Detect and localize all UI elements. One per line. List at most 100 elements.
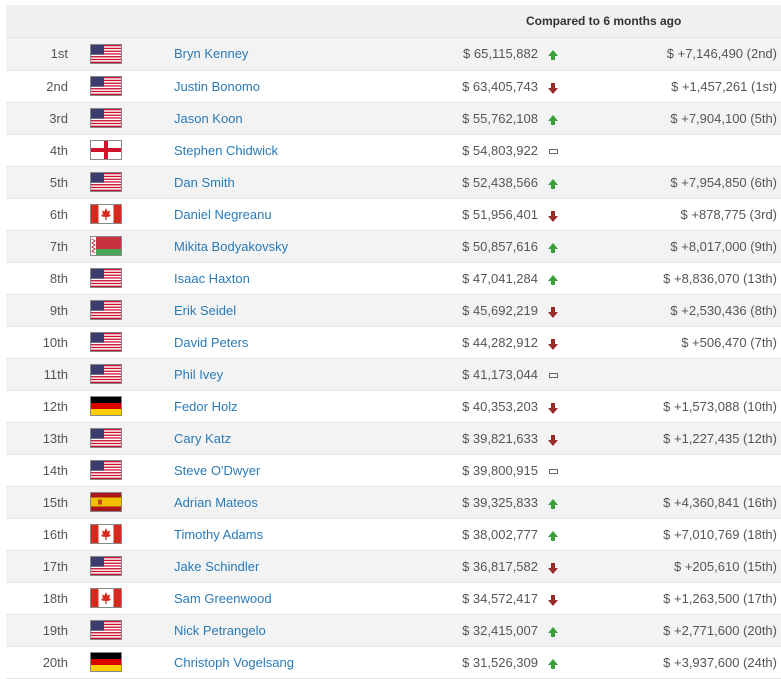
- trend-cell: [538, 70, 568, 103]
- change-cell: $ +506,470 (7th): [568, 326, 781, 359]
- rank-cell: 17th: [6, 550, 68, 583]
- earnings-cell: $ 31,526,309: [424, 646, 538, 679]
- country-flag-icon: [90, 43, 122, 64]
- trend-cell: [538, 38, 568, 71]
- flag-cell: [68, 518, 174, 551]
- earnings-cell: $ 36,817,582: [424, 550, 538, 583]
- player-name-cell: Cary Katz: [174, 422, 424, 455]
- country-flag-icon: [90, 396, 122, 416]
- arrow-down-icon: [548, 210, 558, 222]
- country-flag-icon: [90, 460, 122, 480]
- arrow-down-icon: [548, 338, 558, 350]
- arrow-up-icon: [548, 498, 558, 509]
- country-flag-icon: [90, 268, 122, 288]
- table-row: 9th Erik Seidel $ 45,692,219 $ +2,530,436 (…: [6, 294, 781, 327]
- earnings-cell: $ 41,173,044: [424, 358, 538, 391]
- trend-cell: [538, 486, 568, 519]
- player-name-link[interactable]: Phil Ivey: [174, 366, 224, 382]
- country-flag-icon: [90, 108, 122, 128]
- table-row: 7th Mikita Bodyakovsky $ 50,857,616 $ +8,01…: [6, 230, 781, 263]
- player-name-cell: Jake Schindler: [174, 550, 424, 583]
- player-name-cell: Dan Smith: [174, 166, 424, 199]
- player-name-link[interactable]: Mikita Bodyakovsky: [174, 238, 289, 254]
- flag-cell: [68, 614, 174, 647]
- country-flag-icon: [90, 524, 122, 544]
- flag-cell: [68, 550, 174, 583]
- player-name-link[interactable]: Cary Katz: [174, 430, 232, 446]
- flag-cell: [68, 358, 174, 391]
- player-name-link[interactable]: Nick Petrangelo: [174, 622, 266, 638]
- table-row: 13th Cary Katz $ 39,821,633 $ +1,227,435 (1…: [6, 422, 781, 455]
- player-name-cell: Phil Ivey: [174, 358, 424, 391]
- player-name-link[interactable]: Timothy Adams: [174, 526, 264, 542]
- player-name-link[interactable]: Bryn Kenney: [174, 46, 249, 62]
- earnings-cell: $ 50,857,616: [424, 230, 538, 263]
- player-name-link[interactable]: Daniel Negreanu: [174, 206, 272, 222]
- table-row: 2nd Justin Bonomo $ 63,405,743 $ +1,457,261…: [6, 70, 781, 103]
- table-row: 15th Adrian Mateos $ 39,325,833 $ +4,360,84…: [6, 486, 781, 519]
- table-row: 8th Isaac Haxton $ 47,041,284 $ +8,836,070 …: [6, 262, 781, 295]
- rank-cell: 16th: [6, 518, 68, 551]
- player-name-link[interactable]: Jake Schindler: [174, 558, 260, 574]
- rank-cell: 8th: [6, 262, 68, 295]
- no-change-icon: [548, 372, 558, 378]
- player-name-link[interactable]: Christoph Vogelsang: [174, 654, 294, 670]
- change-cell: [568, 454, 781, 487]
- table-header: Compared to 6 months ago: [6, 5, 781, 38]
- country-flag-icon: [90, 76, 122, 96]
- country-flag-icon: [90, 172, 122, 192]
- earnings-cell: $ 39,821,633: [424, 422, 538, 455]
- arrow-up-icon: [548, 274, 558, 285]
- arrow-down-icon: [548, 82, 558, 94]
- trend-cell: [538, 614, 568, 647]
- arrow-up-icon: [548, 242, 558, 253]
- trend-cell: [538, 166, 568, 199]
- flag-cell: [68, 390, 174, 423]
- rank-cell: 15th: [6, 486, 68, 519]
- player-name-link[interactable]: Justin Bonomo: [174, 78, 260, 94]
- trend-cell: [538, 582, 568, 615]
- table-row: 5th Dan Smith $ 52,438,566 $ +7,954,850 (6t…: [6, 166, 781, 199]
- player-name-cell: Fedor Holz: [174, 390, 424, 423]
- flag-cell: [68, 326, 174, 359]
- arrow-up-icon: [548, 658, 558, 669]
- trend-cell: [538, 550, 568, 583]
- table-row: 17th Jake Schindler $ 36,817,582 $ +205,610…: [6, 550, 781, 583]
- player-name-link[interactable]: Sam Greenwood: [174, 590, 272, 606]
- player-name-link[interactable]: David Peters: [174, 334, 249, 350]
- player-name-link[interactable]: Adrian Mateos: [174, 494, 258, 510]
- no-change-icon: [548, 468, 558, 474]
- compared-header: Compared to 6 months ago: [526, 14, 682, 28]
- earnings-cell: $ 32,415,007: [424, 614, 538, 647]
- player-name-link[interactable]: Isaac Haxton: [174, 270, 250, 286]
- player-name-link[interactable]: Fedor Holz: [174, 398, 238, 414]
- country-flag-icon: [90, 332, 122, 352]
- trend-cell: [538, 262, 568, 295]
- rank-cell: 20th: [6, 646, 68, 679]
- rank-cell: 4th: [6, 134, 68, 167]
- player-name-link[interactable]: Jason Koon: [174, 110, 243, 126]
- rankings-body: 1st Bryn Kenney $ 65,115,882 $ +7,146,490 (…: [6, 38, 781, 679]
- player-name-link[interactable]: Stephen Chidwick: [174, 142, 279, 158]
- earnings-cell: $ 44,282,912: [424, 326, 538, 359]
- player-name-cell: Christoph Vogelsang: [174, 646, 424, 679]
- player-name-cell: Adrian Mateos: [174, 486, 424, 519]
- player-name-link[interactable]: Steve O'Dwyer: [174, 462, 261, 478]
- player-name-cell: Timothy Adams: [174, 518, 424, 551]
- change-cell: $ +7,010,769 (18th): [568, 518, 781, 551]
- trend-cell: [538, 134, 568, 167]
- rank-cell: 11th: [6, 358, 68, 391]
- earnings-cell: $ 38,002,777: [424, 518, 538, 551]
- player-name-link[interactable]: Erik Seidel: [174, 302, 237, 318]
- earnings-cell: $ 51,956,401: [424, 198, 538, 231]
- flag-cell: [68, 582, 174, 615]
- earnings-cell: $ 34,572,417: [424, 582, 538, 615]
- flag-cell: [68, 166, 174, 199]
- rank-cell: 13th: [6, 422, 68, 455]
- rank-cell: 7th: [6, 230, 68, 263]
- trend-cell: [538, 326, 568, 359]
- country-flag-icon: [90, 364, 122, 384]
- player-name-link[interactable]: Dan Smith: [174, 174, 235, 190]
- arrow-down-icon: [548, 434, 558, 446]
- player-name-cell: Isaac Haxton: [174, 262, 424, 295]
